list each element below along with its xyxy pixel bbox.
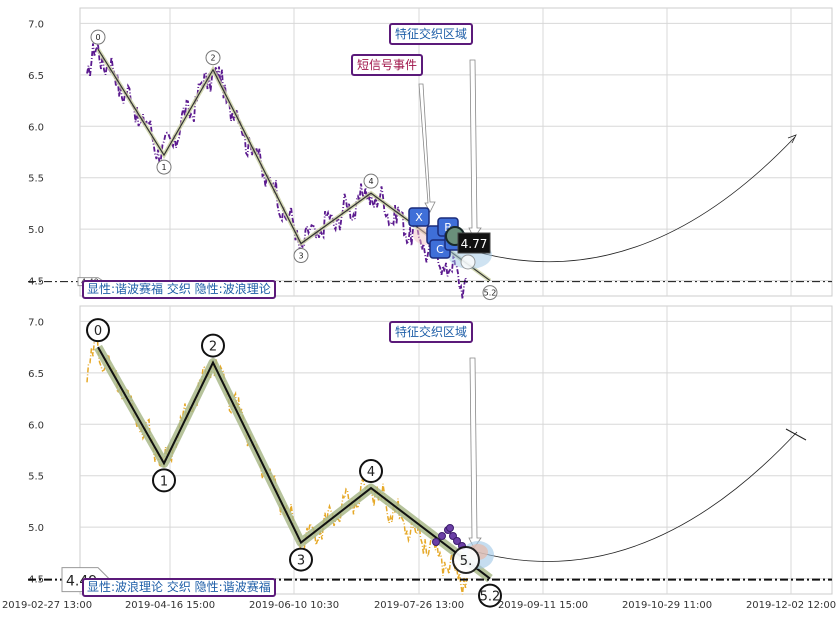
signal-marker-box [408,207,430,227]
wave-path [97,48,491,282]
x-tick-label: 2019-10-29 11:00 [622,600,712,611]
wave-label-text: 0 [94,324,102,339]
current-value-label: 4.77 [461,237,488,251]
wave-label-circle [293,248,309,264]
x-axis: 2019-02-27 13:00 2019-04-16 15:00 2019-06-… [2,600,836,611]
signal-dot [432,538,440,546]
wave-label-text: 3 [298,252,303,261]
projection-arrowhead [787,134,797,144]
x-tick-label: 2019-07-26 13:00 [374,600,464,611]
wave-label-text: 1 [161,163,166,172]
wave-ghost-circle [460,254,476,270]
y-tick-label: 7.0 [28,19,44,30]
wave-label-circle [90,29,106,45]
x-tick-label: 2019-09-11 15:00 [498,600,588,611]
price-series-line [86,43,468,300]
wave-label-circle [478,583,502,608]
y-tick-label: 5.5 [28,174,44,185]
top-legend: 显性:谐波赛福 交织 隐性:波浪理论 [82,280,276,299]
wave-label-circle [205,50,221,66]
bottom-legend: 显性:波浪理论 交织 隐性:谐波赛福 [82,578,276,597]
wave-label-text: 2 [209,340,217,355]
current-value-box [457,232,491,254]
y-tick-label: 4.5 [28,277,44,288]
short-signal-pointer [418,83,436,213]
wave-label-circle [363,173,379,189]
signal-marker-text: C [436,243,444,256]
wave-label-circle [201,333,225,358]
wave-path [97,346,491,580]
x-tick-label: 2019-02-27 13:00 [2,600,92,611]
y-tick-label: 5.5 [28,472,44,483]
x-tick-label: 2019-04-16 15:00 [125,600,215,611]
signal-marker-text: B [444,221,452,234]
wave-label-circle [152,468,176,493]
wave-label-text: 4 [368,177,373,186]
projection-curve [469,136,796,263]
wave-label-circle [289,547,313,572]
wave-label-text: 3 [297,554,305,569]
top-feature-zone-label: 特征交织区域 [389,23,474,45]
wave-label-circle [86,318,110,343]
y-tick-label: 4.5 [28,575,44,586]
y-tick-label: 6.5 [28,71,44,82]
y-tick-label: 5.0 [28,225,44,236]
wave-label-circle [482,285,498,301]
x-tick-label: 2019-12-02 12:00 [746,600,836,611]
partial-wave-label: 5. [460,554,472,569]
projection-endcap [785,428,807,441]
wave-label-text: 2 [210,54,215,63]
top-short-signal-label: 短信号事件 [351,54,424,76]
signal-dot [446,524,454,532]
bottom-feature-zone-label: 特征交织区域 [389,321,474,343]
wave-label-text: 5.2 [480,590,501,605]
wave-label-text: 4 [367,465,375,480]
x-tick-label: 2019-06-10 10:30 [249,600,339,611]
signal-dot [438,532,446,540]
wave-label-text: 1 [160,474,168,489]
projection-curve [469,431,798,562]
y-tick-label: 6.0 [28,122,44,133]
wave-label-text: 5.2 [484,289,497,298]
y-tick-label: 5.0 [28,523,44,534]
y-tick-label: 6.5 [28,369,44,380]
signal-marker-text: X [415,211,423,224]
wave-label-text: 0 [95,33,100,42]
wave-label-circle [156,159,172,175]
y-tick-label: 7.0 [28,317,44,328]
wave-label-circle [359,459,383,484]
bottom-panel: 4.55.05.56.06.57.04.49012345.25. [28,305,833,608]
partial-wave-circle [452,546,480,574]
y-tick-label: 6.0 [28,420,44,431]
signal-dot [453,537,461,545]
